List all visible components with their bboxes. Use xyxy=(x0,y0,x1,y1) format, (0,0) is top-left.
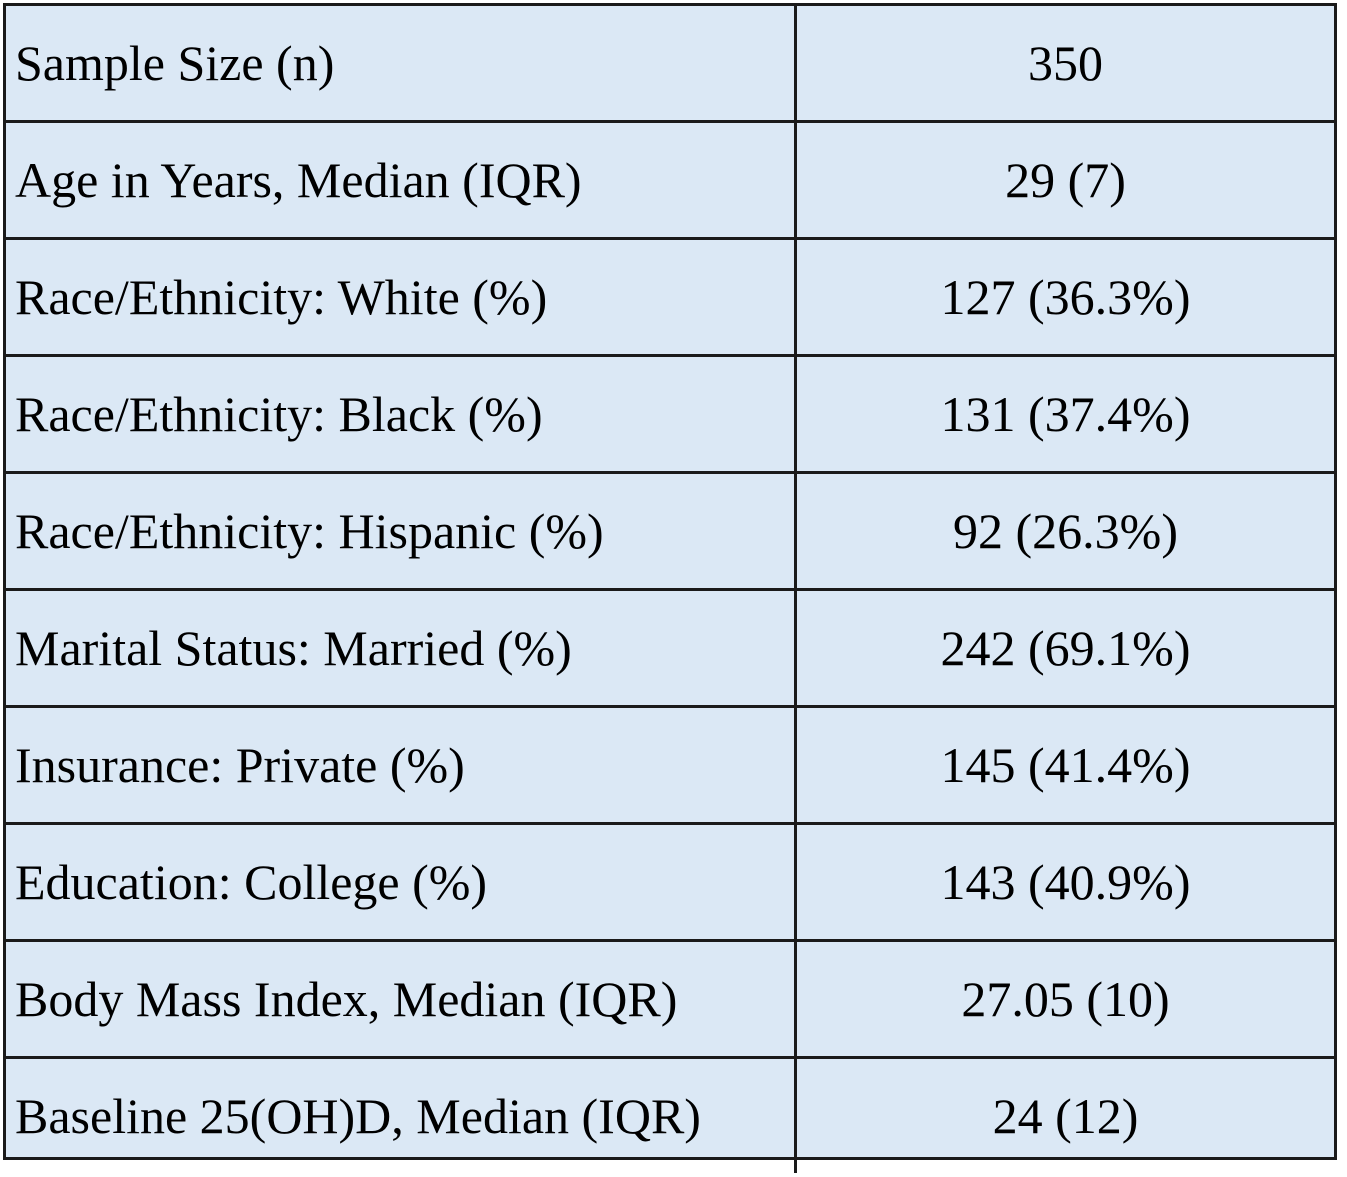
table-row: Race/Ethnicity: Black (%) 131 (37.4%) xyxy=(6,354,1334,474)
row-label-cell: Body Mass Index, Median (IQR) xyxy=(6,939,797,1059)
row-value-cell: 127 (36.3%) xyxy=(794,237,1334,357)
row-label-cell: Race/Ethnicity: Hispanic (%) xyxy=(6,471,797,591)
row-value-cell: 24 (12) xyxy=(794,1056,1334,1173)
table-row: Education: College (%) 143 (40.9%) xyxy=(6,822,1334,942)
table-row: Body Mass Index, Median (IQR) 27.05 (10) xyxy=(6,939,1334,1059)
row-label-cell: Race/Ethnicity: White (%) xyxy=(6,237,797,357)
row-value-cell: 131 (37.4%) xyxy=(794,354,1334,474)
row-label-cell: Baseline 25(OH)D, Median (IQR) xyxy=(6,1056,797,1173)
table-row: Race/Ethnicity: Hispanic (%) 92 (26.3%) xyxy=(6,471,1334,591)
table-row: Marital Status: Married (%) 242 (69.1%) xyxy=(6,588,1334,708)
table-row: Race/Ethnicity: White (%) 127 (36.3%) xyxy=(6,237,1334,357)
row-label-cell: Education: College (%) xyxy=(6,822,797,942)
table-row: Baseline 25(OH)D, Median (IQR) 24 (12) xyxy=(6,1056,1334,1173)
row-value-cell: 145 (41.4%) xyxy=(794,705,1334,825)
row-label-cell: Age in Years, Median (IQR) xyxy=(6,120,797,240)
table-row: Insurance: Private (%) 145 (41.4%) xyxy=(6,705,1334,825)
row-value-cell: 92 (26.3%) xyxy=(794,471,1334,591)
table-row: Sample Size (n) 350 xyxy=(6,6,1334,123)
table-row: Age in Years, Median (IQR) 29 (7) xyxy=(6,120,1334,240)
row-value-cell: 242 (69.1%) xyxy=(794,588,1334,708)
row-value-cell: 27.05 (10) xyxy=(794,939,1334,1059)
row-value-cell: 29 (7) xyxy=(794,120,1334,240)
row-label-cell: Race/Ethnicity: Black (%) xyxy=(6,354,797,474)
row-label-cell: Sample Size (n) xyxy=(6,6,797,123)
characteristics-table-grid: Sample Size (n) 350 Age in Years, Median… xyxy=(6,6,1334,1173)
row-value-cell: 350 xyxy=(794,6,1334,123)
row-value-cell: 143 (40.9%) xyxy=(794,822,1334,942)
row-label-cell: Marital Status: Married (%) xyxy=(6,588,797,708)
characteristics-table: Sample Size (n) 350 Age in Years, Median… xyxy=(3,3,1337,1173)
row-label-cell: Insurance: Private (%) xyxy=(6,705,797,825)
